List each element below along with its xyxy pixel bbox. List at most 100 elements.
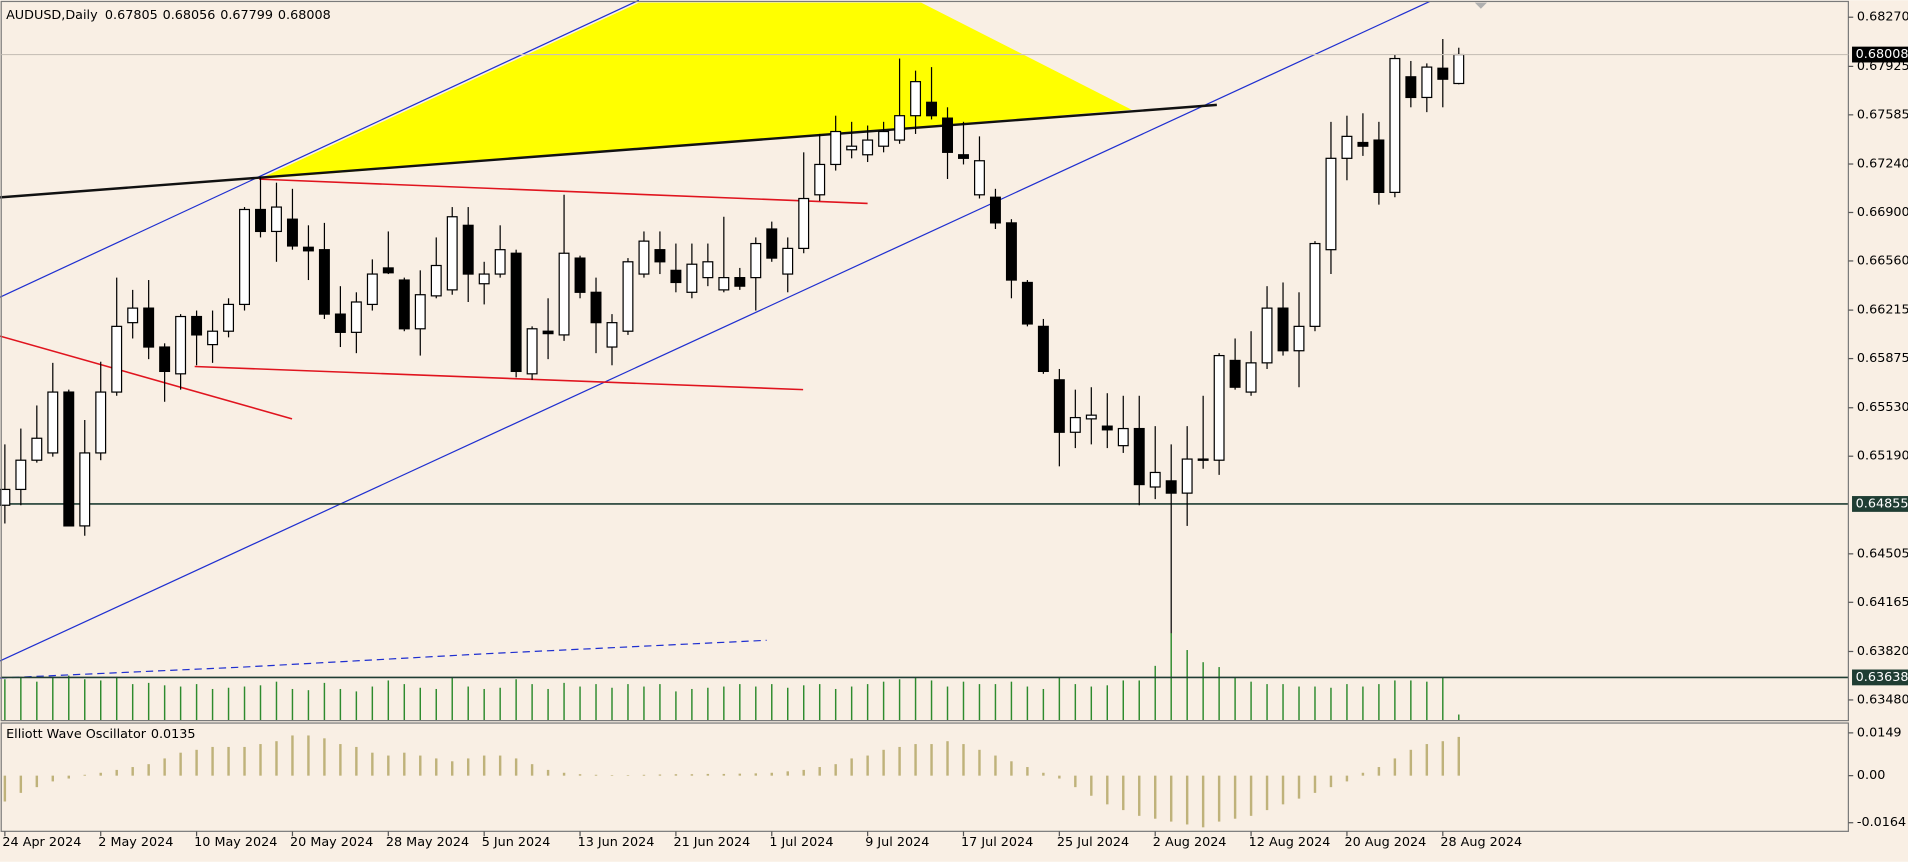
y-tick-label: 0.67240 — [1857, 157, 1908, 172]
candle-body — [878, 130, 890, 147]
symbol: AUDUSD,Daily — [6, 7, 98, 22]
candle-body — [79, 452, 91, 527]
oscillator-header: Elliott Wave Oscillator 0.0135 — [6, 726, 195, 741]
candle-body — [175, 315, 187, 375]
candle-body — [1437, 67, 1449, 80]
level-label: 0.64855 — [1856, 496, 1908, 511]
x-tick-label: 5 Jun 2024 — [482, 835, 551, 850]
candle-body — [1309, 242, 1321, 327]
y-tick-label: 0.00 — [1857, 768, 1885, 783]
candle-body — [894, 115, 906, 141]
x-tick-label: 1 Jul 2024 — [769, 835, 833, 850]
triangle-object — [259, 2, 1132, 180]
x-tick-label: 20 Aug 2024 — [1345, 835, 1427, 850]
candle-body — [350, 301, 362, 333]
candle-body — [1021, 281, 1033, 325]
y-tick-label: -0.0164 — [1857, 815, 1906, 830]
x-tick-label: 25 Jul 2024 — [1057, 835, 1129, 850]
candle-body — [1133, 427, 1145, 486]
candle-body — [1325, 157, 1337, 251]
candle-body — [622, 261, 634, 332]
y-tick-label: 0.66560 — [1857, 253, 1908, 268]
candle-body — [15, 459, 27, 491]
level-tag — [1852, 496, 1908, 512]
main-frame — [0, 0, 1849, 722]
candle-body — [542, 330, 554, 335]
candle-body — [734, 277, 746, 287]
candle-body — [414, 294, 426, 330]
candle-body — [1357, 141, 1369, 147]
trend-line — [259, 178, 868, 205]
close-value: 0.68008 — [278, 7, 331, 22]
candle-body — [1277, 307, 1289, 352]
y-tick-label: 0.0149 — [1857, 725, 1902, 740]
candle-body — [318, 249, 330, 315]
candle-body — [446, 216, 458, 291]
x-tick-label: 28 May 2024 — [386, 835, 469, 850]
candle-body — [1341, 135, 1353, 159]
y-tick-label: 0.63480 — [1857, 692, 1908, 707]
channel-line — [0, 0, 640, 298]
candle-body — [958, 154, 969, 159]
y-tick-label: 0.65530 — [1857, 400, 1908, 415]
candle-body — [1069, 416, 1081, 433]
candle-body — [1053, 379, 1065, 433]
candle-body — [814, 163, 826, 196]
candle-body — [1213, 354, 1225, 461]
candle-body — [366, 273, 378, 306]
candle-body — [1293, 325, 1305, 352]
candle-body — [1037, 325, 1049, 373]
candle-body — [654, 249, 666, 263]
y-tick-label: 0.64165 — [1857, 595, 1908, 610]
candle-body — [111, 325, 123, 393]
candle-body — [670, 269, 682, 284]
candle-body — [239, 208, 250, 306]
candle-body — [191, 315, 203, 336]
shift-marker — [1474, 2, 1487, 9]
candle-body — [926, 101, 938, 117]
dashed-line — [0, 639, 767, 679]
candle-body — [590, 291, 602, 324]
current-price-label: 0.68008 — [1856, 47, 1908, 62]
candle-body — [63, 391, 75, 527]
x-tick-label: 12 Aug 2024 — [1249, 835, 1331, 850]
y-tick-label: 0.64505 — [1857, 546, 1908, 561]
candle-body — [1405, 76, 1417, 99]
candle-body — [159, 346, 171, 373]
candle-body — [1453, 53, 1465, 85]
candle-body — [1197, 458, 1209, 461]
candle-body — [1005, 222, 1017, 281]
candle-body — [686, 263, 698, 293]
candle-body — [382, 267, 394, 274]
oscillator-frame — [0, 722, 1849, 832]
trend-line — [0, 103, 1217, 199]
x-tick-label: 21 Jun 2024 — [673, 835, 750, 850]
candle-body — [462, 224, 474, 275]
y-tick-label: 0.67585 — [1857, 107, 1908, 122]
candle-body — [494, 249, 506, 275]
candle-body — [478, 273, 490, 285]
candle-body — [47, 391, 59, 454]
candle-body — [286, 218, 298, 247]
candle-body — [973, 160, 985, 196]
candle-body — [798, 197, 810, 250]
x-tick-label: 10 May 2024 — [194, 835, 277, 850]
candle-body — [1117, 427, 1129, 447]
candle-body — [302, 246, 314, 252]
candle-body — [1165, 480, 1177, 494]
level-label: 0.63638 — [1856, 670, 1908, 685]
y-tick-label: 0.65190 — [1857, 449, 1908, 464]
candle-body — [1085, 414, 1097, 420]
candle-body — [606, 322, 618, 348]
chart-header: AUDUSD,Daily 0.67805 0.68056 0.67799 0.68008 — [6, 7, 331, 22]
level-tag — [1852, 669, 1908, 686]
candle-body — [398, 279, 410, 330]
candle-body — [1229, 359, 1241, 388]
candle-body — [1389, 57, 1401, 193]
candle-body — [1421, 66, 1433, 99]
candle-body — [1261, 307, 1273, 364]
candle-body — [31, 437, 43, 461]
candle-body — [638, 240, 650, 275]
